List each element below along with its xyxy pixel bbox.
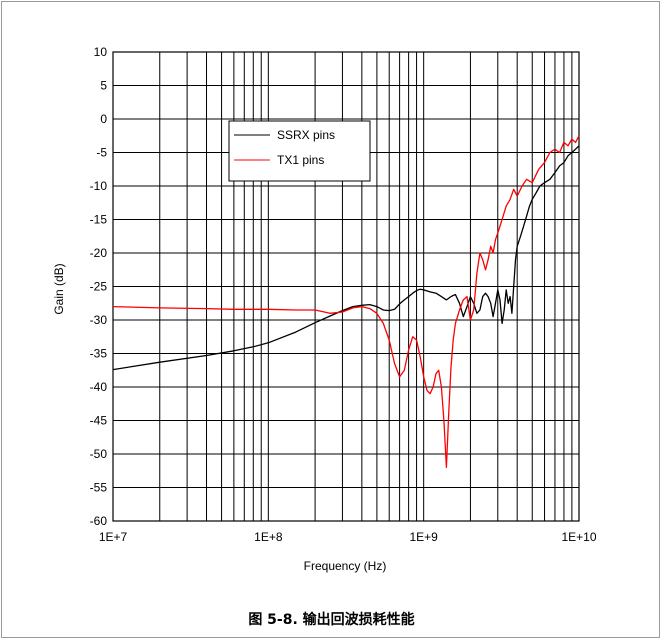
y-tick-label: -40 <box>90 380 108 394</box>
legend: SSRX pins TX1 pins <box>228 120 371 182</box>
y-tick-label: 10 <box>94 45 108 59</box>
y-tick-label: -45 <box>90 414 108 428</box>
series-line-tx1 <box>112 135 580 469</box>
y-tick-label: -15 <box>90 213 108 227</box>
y-tick-labels: 10 5 0 -5 -10 -15 -20 -25 -30 -35 -40 -45 -50 -55 -60 <box>90 45 108 528</box>
y-tick-label: -5 <box>96 146 107 160</box>
y-tick-label: -50 <box>90 447 108 461</box>
legend-box <box>228 120 371 182</box>
y-tick-label: -60 <box>90 514 108 528</box>
legend-label-ssrx: SSRX pins <box>277 128 335 142</box>
series-line-ssrx <box>112 145 580 371</box>
figure-caption: 图 5-8. 输出回波损耗性能 <box>248 612 415 628</box>
y-tick-label: -30 <box>90 313 108 327</box>
y-tick-label: -10 <box>90 179 108 193</box>
y-axis-title: Gain (dB) <box>52 263 66 314</box>
series-lines <box>112 135 580 469</box>
x-tick-label: 1E+10 <box>561 530 596 544</box>
y-tick-label: -35 <box>90 347 108 361</box>
y-tick-label: -25 <box>90 280 108 294</box>
x-tick-label: 1E+8 <box>254 530 283 544</box>
x-axis-title: Frequency (Hz) <box>304 559 387 573</box>
y-tick-label: 5 <box>100 79 107 93</box>
x-tick-label: 1E+9 <box>409 530 438 544</box>
legend-label-tx1: TX1 pins <box>277 153 324 167</box>
y-tick-label: -20 <box>90 246 108 260</box>
plot-border <box>112 51 580 522</box>
y-tick-label: -55 <box>90 481 108 495</box>
x-tick-label: 1E+7 <box>99 530 128 544</box>
y-tick-label: 0 <box>100 112 107 126</box>
x-tick-labels: 1E+7 1E+8 1E+9 1E+10 <box>99 530 597 544</box>
